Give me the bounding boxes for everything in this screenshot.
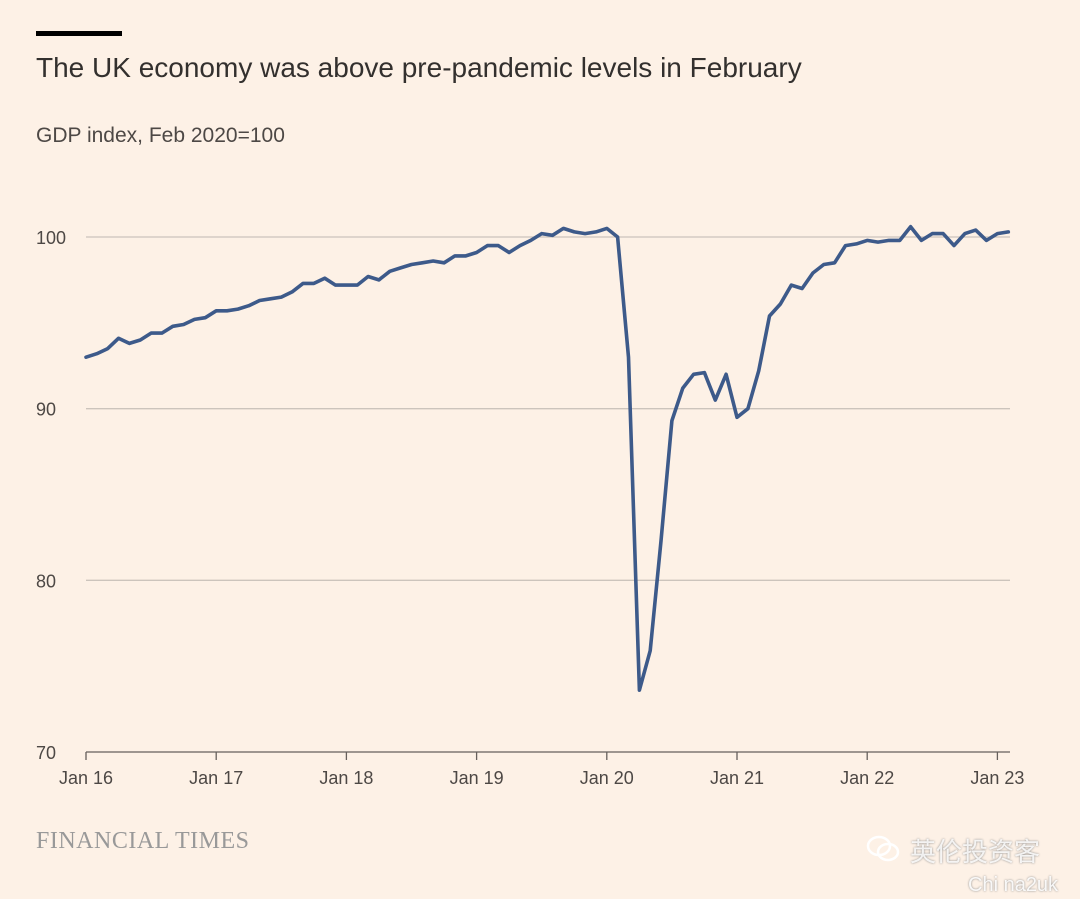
x-tick-label: Jan 18 [319,768,373,788]
y-tick-label: 80 [36,571,56,591]
x-tick-label: Jan 17 [189,768,243,788]
wechat-icon [866,835,900,862]
x-tick-label: Jan 16 [59,768,113,788]
ft-brand-logo: FINANCIAL TIMES [36,828,250,854]
x-axis: Jan 16 Jan 17 Jan 18 Jan 19 Jan 20 Jan 21 Jan … [59,751,1024,788]
x-tick-label: Jan 20 [580,768,634,788]
chart-title: The UK economy was above pre-pandemic le… [36,52,802,83]
y-axis: 70 80 90 100 [36,228,66,763]
series-lines [84,224,1011,692]
gridlines [86,236,1010,581]
x-tick-label: Jan 22 [840,768,894,788]
y-tick-label: 70 [36,743,56,763]
series-line-gdp [84,224,1011,692]
watermark-sub: Chi na2uk [968,874,1059,896]
watermark: 英伦投资客 [910,837,1041,867]
x-tick-label: Jan 19 [450,768,504,788]
y-tick-label: 100 [36,228,66,248]
x-tick-label: Jan 21 [710,768,764,788]
y-tick-label: 90 [36,400,56,420]
chart-subtitle: GDP index, Feb 2020=100 [36,124,285,147]
x-tick-label: Jan 23 [970,768,1024,788]
header-rule [36,31,122,36]
